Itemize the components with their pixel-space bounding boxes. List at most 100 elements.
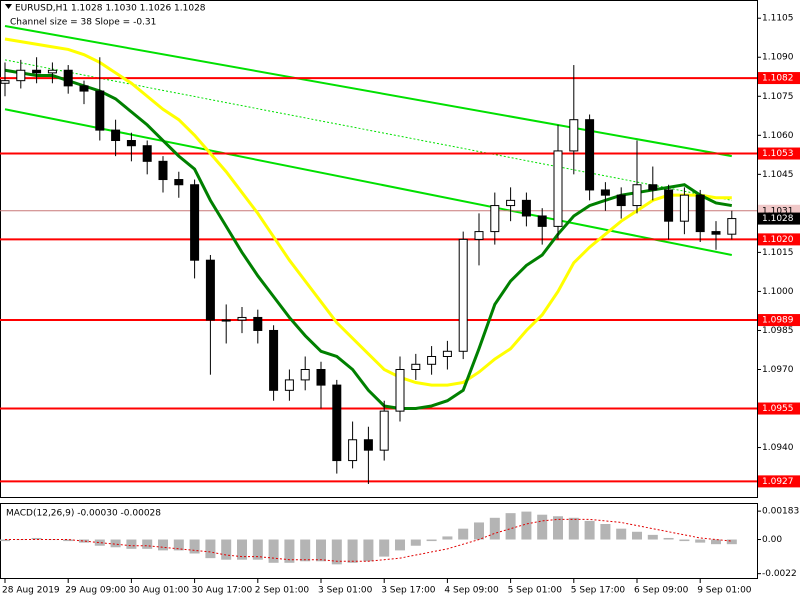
candle-body [648, 184, 658, 191]
candle-body [300, 368, 310, 381]
candle-body [664, 189, 674, 222]
candle-body [269, 329, 279, 391]
macd-bar [347, 539, 358, 563]
macd-bar [79, 539, 89, 543]
macd-bar [0, 539, 10, 542]
macd-bar [600, 524, 611, 540]
x-tick-label: 29 Aug 09:00 [65, 586, 126, 596]
macd-bar [284, 539, 295, 563]
y-tick-label: 1.1105 [762, 14, 794, 24]
candle-body [411, 363, 421, 370]
candle-body [190, 184, 200, 261]
macd-bar [521, 511, 532, 540]
y-tick-label: 1.1000 [762, 287, 794, 297]
candle-body [0, 80, 10, 84]
level-label: 1.1053 [762, 149, 794, 159]
level-box [758, 402, 800, 415]
candle-body [221, 319, 231, 322]
macd-bar [142, 539, 153, 549]
candle-body [442, 350, 452, 357]
candle-body [553, 150, 563, 227]
y-tick-label: 1.1045 [762, 170, 794, 180]
candle-body [316, 368, 326, 386]
x-tick-label: 30 Aug 01:00 [128, 586, 189, 596]
y-tick-label: 1.1090 [762, 53, 794, 63]
y-tick-label: 1.1075 [762, 92, 794, 102]
y-tick-label: 1.0940 [762, 443, 794, 453]
macd-y-tick-label: 0.00183 [762, 507, 799, 517]
y-tick-label: 1.0970 [762, 365, 794, 375]
macd-bar [474, 522, 484, 540]
symbol-icon [5, 4, 12, 9]
x-tick-label: 3 Sep 01:00 [318, 586, 373, 596]
macd-bar [616, 528, 627, 540]
macd-bar [173, 539, 184, 551]
chart-title: EURUSD,H1 1.1028 1.1030 1.1026 1.1028 [15, 4, 206, 14]
y-tick-label: 1.1060 [762, 131, 794, 141]
macd-bar [316, 539, 326, 562]
macd-bar [632, 531, 642, 540]
level-box [758, 147, 800, 160]
macd-bar [15, 539, 26, 541]
candle-body [711, 231, 721, 235]
candle-body [695, 194, 705, 233]
candle-body [395, 368, 405, 412]
y-tick-label: 1.0985 [762, 326, 794, 336]
chart-subtitle: Channel size = 38 Slope = -0.31 [10, 18, 156, 28]
moving-average [4, 37, 732, 387]
level-label: 1.1082 [762, 74, 794, 84]
macd-bar [126, 539, 137, 549]
candle-body [332, 384, 342, 462]
candle-body [679, 194, 689, 222]
level-box [758, 72, 800, 85]
macd-bar [537, 514, 548, 540]
candle-body [363, 439, 373, 451]
channel-line [4, 59, 732, 201]
macd-bar [395, 539, 405, 551]
candle-body [727, 218, 737, 235]
candle-body [16, 69, 26, 82]
candle-body [205, 259, 215, 321]
macd-bar [205, 539, 216, 559]
macd-bar [584, 520, 595, 540]
macd-bar [505, 513, 516, 540]
candle-body [585, 119, 595, 191]
candle-body [253, 316, 263, 331]
candle-body [142, 145, 152, 162]
macd-y-tick-label: -0.0022 [762, 569, 797, 579]
candle-body [569, 119, 579, 152]
macd-bar [426, 539, 437, 542]
macd-bar [189, 539, 200, 554]
x-tick-label: 3 Sep 17:00 [381, 586, 436, 596]
macd-bar [647, 534, 658, 540]
macd-bar [94, 539, 105, 546]
candle-body [95, 90, 105, 131]
macd-bar [221, 539, 232, 560]
macd-bar [489, 517, 500, 540]
y-tick-label: 1.1015 [762, 248, 794, 258]
x-tick-label: 5 Sep 17:00 [571, 586, 626, 596]
macd-bar [31, 537, 42, 540]
macd-bar [442, 536, 453, 540]
macd-bar [410, 539, 421, 546]
candle-body [284, 379, 294, 391]
last-price-label: 1.1028 [762, 214, 794, 224]
candle-body [537, 215, 547, 227]
candle-body [32, 69, 42, 74]
macd-bar [47, 539, 58, 541]
macd-bar [63, 539, 74, 542]
x-tick-label: 2 Sep 01:00 [255, 586, 310, 596]
candle-body [616, 194, 626, 207]
level-label: 1.1020 [762, 235, 794, 245]
macd-bar [679, 539, 690, 542]
candle-body [427, 355, 437, 365]
macd-bar [553, 516, 563, 540]
level-box [758, 475, 800, 488]
macd-signal [5, 518, 732, 562]
candle-body [474, 231, 484, 240]
macd-bar [379, 539, 390, 557]
last-price-box [758, 212, 800, 225]
macd-bar [458, 528, 469, 540]
x-tick-label: 6 Sep 09:00 [634, 586, 689, 596]
